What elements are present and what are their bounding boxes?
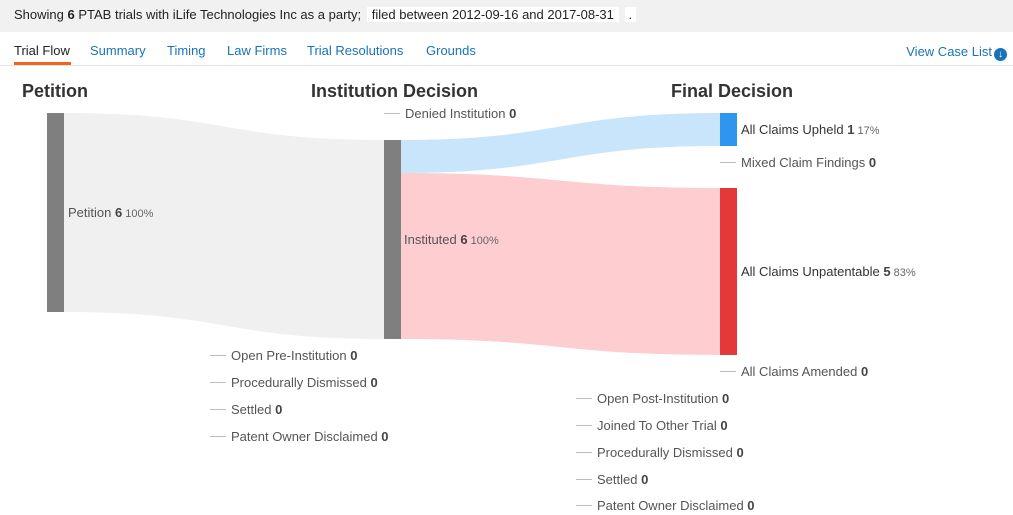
unpatentable-count: 5 <box>883 264 891 279</box>
flow-instituted-to-upheld <box>401 113 720 173</box>
node-upheld-bar[interactable] <box>720 113 737 146</box>
upheld-label: All Claims Upheld <box>741 122 844 137</box>
unpatentable-pct: 83% <box>893 267 916 279</box>
dash-icon <box>576 505 592 506</box>
list-item: Procedurally Dismissed 0 <box>210 375 378 390</box>
list-item: Open Pre-Institution 0 <box>210 348 357 363</box>
summary-count: 6 <box>67 7 75 22</box>
view-case-list-link[interactable]: View Case List ↓ <box>906 44 1007 61</box>
unpatentable-node-label: All Claims Unpatentable 5 83% <box>741 264 916 279</box>
dash-icon <box>720 162 736 163</box>
flow-petition-to-instituted <box>64 113 384 339</box>
column-heading-petition: Petition <box>22 81 88 101</box>
list-item: Settled 0 <box>576 472 648 487</box>
amended-text: All Claims Amended <box>741 364 858 379</box>
dash-icon <box>210 382 226 383</box>
dash-icon <box>576 398 592 399</box>
mixed-findings-label: Mixed Claim Findings 0 <box>720 155 876 170</box>
list-item: Open Post-Institution 0 <box>576 391 729 406</box>
list-item: Joined To Other Trial 0 <box>576 418 728 433</box>
active-tab-indicator <box>14 62 71 65</box>
column-heading-final-decision: Final Decision <box>671 81 794 101</box>
denied-institution-label: Denied Institution 0 <box>384 106 516 121</box>
upheld-count: 1 <box>847 122 855 137</box>
summary-party-filter: PTAB trials with iLife Technologies Inc … <box>78 7 362 22</box>
summary-end: . <box>624 7 637 22</box>
node-unpatentable-bar[interactable] <box>720 188 737 355</box>
tab-summary[interactable]: Summary <box>90 43 146 58</box>
dash-icon <box>210 355 226 356</box>
dash-icon <box>210 436 226 437</box>
filter-summary-text: Showing 6 PTAB trials with iLife Technol… <box>14 7 637 22</box>
tab-grounds[interactable]: Grounds <box>426 43 476 58</box>
node-instituted-bar[interactable] <box>384 140 401 339</box>
dash-icon <box>384 113 400 114</box>
dash-icon <box>720 371 736 372</box>
amended-count: 0 <box>860 364 869 379</box>
instituted-pct: 100% <box>470 235 499 247</box>
petition-label: Petition <box>68 205 112 220</box>
summary-date-filter: filed between 2012-09-16 and 2017-08-31 <box>366 7 619 22</box>
filter-summary-bar: Showing 6 PTAB trials with iLife Technol… <box>0 0 1013 32</box>
denied-label: Denied Institution <box>405 106 506 121</box>
view-case-list-label: View Case List <box>906 44 992 59</box>
petition-count: 6 <box>115 205 123 220</box>
mixed-count: 0 <box>868 155 877 170</box>
instituted-label: Instituted <box>404 232 457 247</box>
node-petition-bar[interactable] <box>47 113 64 312</box>
petition-node-label: Petition 6 100% <box>68 205 153 220</box>
tab-law-firms[interactable]: Law Firms <box>227 43 287 58</box>
summary-showing: Showing <box>14 7 64 22</box>
tab-trial-resolutions[interactable]: Trial Resolutions <box>307 43 404 58</box>
tab-bar: Trial Flow Summary Timing Law Firms Tria… <box>0 32 1013 66</box>
list-item: Procedurally Dismissed 0 <box>576 445 744 460</box>
instituted-count: 6 <box>460 232 468 247</box>
dash-icon <box>210 409 226 410</box>
list-item: Settled 0 <box>210 402 282 417</box>
mixed-label: Mixed Claim Findings <box>741 155 866 170</box>
amended-label: All Claims Amended 0 <box>720 364 868 379</box>
list-item: Patent Owner Disclaimed 0 <box>576 498 755 513</box>
flow-instituted-to-unpatentable <box>401 173 720 355</box>
tab-timing[interactable]: Timing <box>167 43 206 58</box>
dash-icon <box>576 425 592 426</box>
column-heading-institution-decision: Institution Decision <box>311 81 479 101</box>
arrow-down-circle-icon: ↓ <box>994 48 1007 61</box>
dash-icon <box>576 479 592 480</box>
unpatentable-label: All Claims Unpatentable <box>741 264 880 279</box>
list-item: Patent Owner Disclaimed 0 <box>210 429 389 444</box>
tab-trial-flow[interactable]: Trial Flow <box>14 43 70 58</box>
upheld-node-label: All Claims Upheld 1 17% <box>741 122 879 137</box>
denied-count: 0 <box>509 106 517 121</box>
instituted-node-label: Instituted 6 100% <box>404 232 499 247</box>
upheld-pct: 17% <box>857 125 880 137</box>
petition-pct: 100% <box>125 208 154 220</box>
dash-icon <box>576 452 592 453</box>
